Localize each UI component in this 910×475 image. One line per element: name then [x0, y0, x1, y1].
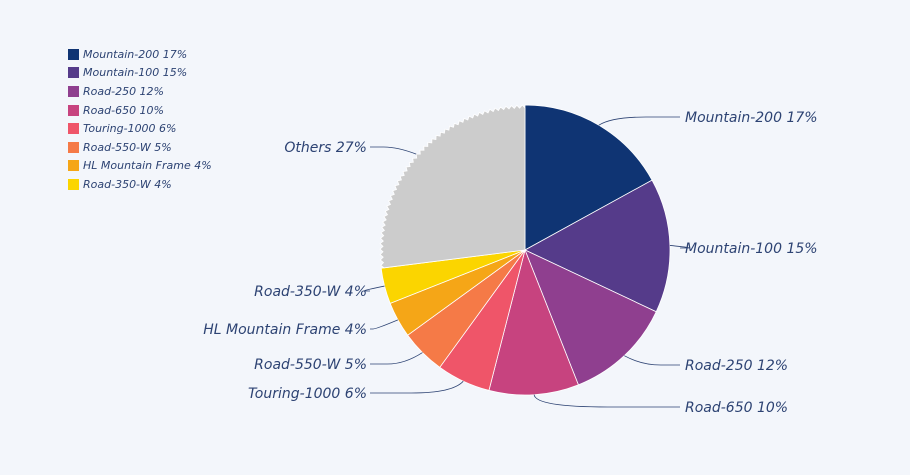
pie-slice[interactable] [379, 104, 526, 269]
legend-swatch [68, 85, 79, 97]
legend-swatch [68, 104, 79, 116]
slice-label: Touring-1000 6% [248, 386, 367, 402]
slice-label: Road-550-W 5% [254, 357, 367, 373]
legend-label: HL Mountain Frame 4% [83, 159, 212, 173]
legend-label: Touring-1000 6% [83, 122, 177, 136]
slice-label: HL Mountain Frame 4% [203, 322, 367, 338]
legend-swatch [68, 123, 79, 135]
slice-label: Mountain-100 15% [685, 241, 818, 257]
leader-line [370, 352, 423, 365]
leader-line [370, 380, 464, 394]
legend-swatch [68, 67, 79, 79]
leader-line [370, 319, 399, 330]
leader-line [624, 355, 680, 366]
legend-label: Road-650 10% [83, 103, 165, 117]
pie-slice[interactable] [524, 249, 657, 386]
leader-line [364, 285, 385, 292]
legend-swatch [68, 178, 79, 190]
leader-line [669, 245, 690, 249]
slice-label: Road-250 12% [685, 358, 788, 374]
legend-swatch [68, 160, 79, 172]
legend-item[interactable]: HL Mountain Frame 4% [68, 157, 212, 176]
pie-slice[interactable] [524, 104, 653, 251]
legend-swatch [68, 48, 79, 60]
slice-label: Mountain-200 17% [685, 110, 818, 126]
slice-label: Others 27% [284, 140, 367, 156]
leader-line [533, 394, 680, 408]
legend-item[interactable]: Road-650 10% [68, 101, 212, 120]
legend-item[interactable]: Road-350-W 4% [68, 175, 212, 194]
legend-item[interactable]: Mountain-100 15% [68, 64, 212, 83]
chart-legend: Mountain-200 17% Mountain-100 15% Road-250… [68, 45, 212, 194]
legend-label: Mountain-100 15% [83, 66, 188, 80]
legend-item[interactable]: Touring-1000 6% [68, 119, 212, 138]
leader-line [370, 146, 417, 155]
legend-label: Road-350-W 4% [83, 177, 172, 191]
legend-item[interactable]: Road-250 12% [68, 82, 212, 101]
legend-swatch [68, 141, 79, 153]
legend-label: Road-250 12% [83, 84, 165, 98]
legend-item[interactable]: Road-550-W 5% [68, 138, 212, 157]
legend-item[interactable]: Mountain-200 17% [68, 45, 212, 64]
leader-line [598, 116, 680, 126]
legend-label: Road-550-W 5% [83, 140, 172, 154]
legend-label: Mountain-200 17% [83, 47, 188, 61]
slice-label: Road-350-W 4% [254, 284, 367, 300]
slice-label: Road-650 10% [685, 400, 788, 416]
pie-slice[interactable] [524, 179, 671, 313]
